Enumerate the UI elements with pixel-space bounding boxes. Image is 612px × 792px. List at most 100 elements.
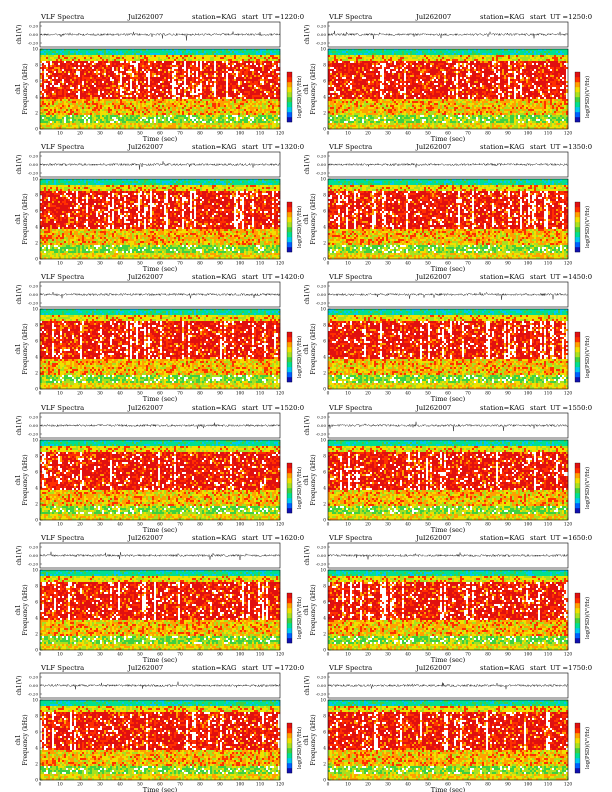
y-axis-prefix: ch1 <box>303 734 310 745</box>
x-tick-label: 80 <box>485 262 491 267</box>
x-tick-label: 30 <box>97 392 103 397</box>
spectrogram-panel: VLF Spectra Jul262007 station=KAG start UT =… <box>303 273 592 403</box>
x-tick-label: 10 <box>345 783 351 788</box>
colorbar-segment <box>575 377 580 382</box>
y-axis-label: Frequency (kHz) <box>310 714 317 765</box>
x-tick-label: 20 <box>77 132 83 137</box>
y-tick-label: 2 <box>35 372 38 377</box>
colorbar-segment <box>575 628 580 633</box>
waveform-tick-label: 0.20 <box>317 284 326 289</box>
waveform-axis-label: ch1(V) <box>16 284 23 304</box>
colorbar <box>575 332 580 382</box>
y-axis-prefix: ch1 <box>15 604 22 615</box>
colorbar-label: log(PSD)(V²/Hz) <box>296 206 303 248</box>
colorbar-label: log(PSD)(V²/Hz) <box>296 597 303 639</box>
colorbar-segment <box>287 598 292 603</box>
x-tick-label: 70 <box>465 132 471 137</box>
x-tick-label: 80 <box>197 262 203 267</box>
colorbar-label: log(PSD)(V²/Hz) <box>584 597 591 639</box>
x-axis-label: Time (sec) <box>143 786 178 792</box>
x-tick-label: 100 <box>236 262 244 267</box>
x-tick-label: 110 <box>256 262 264 267</box>
y-tick-label: 10 <box>33 48 39 53</box>
panel-station: station=KAG <box>480 534 524 542</box>
y-tick-label: 8 <box>35 64 38 69</box>
x-tick-label: 90 <box>505 783 511 788</box>
colorbar-segment <box>575 117 580 122</box>
colorbar-segment <box>287 117 292 122</box>
x-tick-label: 30 <box>97 653 103 658</box>
y-axis-prefix: ch1 <box>15 734 22 745</box>
x-tick-label: 20 <box>77 262 83 267</box>
x-tick-label: 80 <box>485 132 491 137</box>
y-axis-label: Frequency (kHz) <box>22 714 29 765</box>
colorbar-segment <box>287 227 292 232</box>
x-tick-label: 70 <box>465 653 471 658</box>
colorbar-segment <box>287 753 292 758</box>
colorbar-segment <box>287 352 292 357</box>
y-tick-label: 2 <box>35 242 38 247</box>
panel-ut: UT =1450:0 <box>550 273 592 281</box>
panel-station: station=KAG <box>192 404 236 412</box>
panel-date: Jul262007 <box>127 273 163 281</box>
y-axis-label: Frequency (kHz) <box>310 63 317 114</box>
colorbar-segment <box>575 613 580 618</box>
x-tick-label: 70 <box>177 653 183 658</box>
x-tick-label: 20 <box>77 653 83 658</box>
waveform-tick-label: -0.20 <box>28 171 39 176</box>
x-tick-label: 80 <box>197 132 203 137</box>
y-tick-label: 10 <box>33 439 39 444</box>
panel-label: VLF Spectra <box>328 13 372 21</box>
colorbar <box>287 332 292 382</box>
x-tick-label: 0 <box>327 132 330 137</box>
waveform-tick-label: 0.20 <box>29 675 38 680</box>
y-tick-label: 6 <box>323 210 326 215</box>
colorbar-segment <box>575 763 580 768</box>
x-tick-label: 120 <box>276 783 284 788</box>
panel-date: Jul262007 <box>415 13 451 21</box>
colorbar-segment <box>287 478 292 483</box>
x-tick-label: 110 <box>256 523 264 528</box>
colorbar-segment <box>575 753 580 758</box>
x-tick-label: 30 <box>385 132 391 137</box>
y-tick-label: 8 <box>35 455 38 460</box>
x-tick-label: 10 <box>57 392 63 397</box>
x-tick-label: 20 <box>365 392 371 397</box>
colorbar-segment <box>575 483 580 488</box>
x-tick-label: 100 <box>524 392 532 397</box>
panel-station: station=KAG <box>192 13 236 21</box>
waveform-tick-label: -0.20 <box>316 562 327 567</box>
x-tick-label: 120 <box>276 132 284 137</box>
waveform-tick-label: -0.20 <box>316 301 327 306</box>
x-tick-label: 30 <box>97 783 103 788</box>
panel-station: station=KAG <box>192 273 236 281</box>
colorbar-label: log(PSD)(V²/Hz) <box>584 467 591 509</box>
x-tick-label: 10 <box>57 783 63 788</box>
panel-label: VLF Spectra <box>328 143 372 151</box>
colorbar-segment <box>287 723 292 728</box>
y-tick-label: 8 <box>35 324 38 329</box>
colorbar-segment <box>287 503 292 508</box>
y-axis-label: Frequency (kHz) <box>310 584 317 635</box>
colorbar-segment <box>287 733 292 738</box>
waveform-trace <box>328 31 568 39</box>
waveform-trace <box>328 422 568 431</box>
x-tick-label: 100 <box>524 523 532 528</box>
colorbar-segment <box>575 473 580 478</box>
y-tick-label: 8 <box>35 585 38 590</box>
y-axis-label: Frequency (kHz) <box>310 454 317 505</box>
spectrogram-cells <box>328 49 568 129</box>
colorbar-segment <box>575 478 580 483</box>
waveform-tick-label: 0.00 <box>29 292 38 297</box>
x-tick-label: 90 <box>505 392 511 397</box>
y-axis-prefix: ch1 <box>303 83 310 94</box>
panel-ut: UT =1750:0 <box>550 664 592 672</box>
colorbar-segment <box>287 82 292 87</box>
x-tick-label: 10 <box>57 132 63 137</box>
x-tick-label: 80 <box>197 653 203 658</box>
x-tick-label: 0 <box>327 783 330 788</box>
colorbar-segment <box>287 247 292 252</box>
y-tick-label: 8 <box>323 194 326 199</box>
x-tick-label: 110 <box>256 783 264 788</box>
colorbar-segment <box>287 217 292 222</box>
